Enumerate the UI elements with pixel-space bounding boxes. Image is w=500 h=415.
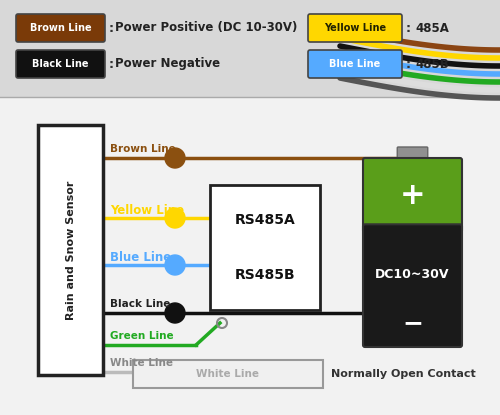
Text: Yellow Line: Yellow Line bbox=[110, 204, 184, 217]
Bar bbox=[0, 0, 500, 97]
Text: DC10~30V: DC10~30V bbox=[375, 268, 450, 281]
Text: :: : bbox=[406, 58, 411, 71]
Text: 485A: 485A bbox=[415, 22, 449, 34]
Text: Green Line: Green Line bbox=[110, 331, 174, 341]
Text: Yellow Line: Yellow Line bbox=[324, 23, 386, 33]
FancyBboxPatch shape bbox=[16, 14, 105, 42]
FancyBboxPatch shape bbox=[363, 158, 462, 232]
Text: :: : bbox=[109, 22, 114, 34]
Circle shape bbox=[165, 148, 185, 168]
Bar bbox=[210, 185, 320, 310]
Bar bbox=[133, 360, 323, 388]
Circle shape bbox=[165, 303, 185, 323]
FancyBboxPatch shape bbox=[308, 14, 402, 42]
Text: Rain and Snow Sensor: Rain and Snow Sensor bbox=[66, 180, 76, 320]
FancyBboxPatch shape bbox=[397, 147, 428, 163]
FancyBboxPatch shape bbox=[16, 50, 105, 78]
Text: RS485B: RS485B bbox=[234, 268, 296, 282]
Text: Blue Line: Blue Line bbox=[330, 59, 380, 69]
Text: White Line: White Line bbox=[110, 358, 173, 368]
Bar bbox=[38, 125, 103, 375]
FancyBboxPatch shape bbox=[363, 224, 462, 347]
Text: Brown Line: Brown Line bbox=[110, 144, 176, 154]
Text: :: : bbox=[109, 58, 114, 71]
Text: RS485A: RS485A bbox=[234, 213, 296, 227]
Text: White Line: White Line bbox=[196, 369, 260, 379]
Text: −: − bbox=[402, 311, 423, 335]
Text: +: + bbox=[400, 181, 425, 210]
Circle shape bbox=[165, 255, 185, 275]
Text: Brown Line: Brown Line bbox=[30, 23, 92, 33]
Text: 485B: 485B bbox=[415, 58, 449, 71]
Text: Power Positive (DC 10-30V): Power Positive (DC 10-30V) bbox=[115, 22, 298, 34]
Circle shape bbox=[165, 208, 185, 228]
Text: Normally Open Contact: Normally Open Contact bbox=[331, 369, 476, 379]
FancyBboxPatch shape bbox=[308, 50, 402, 78]
Text: Power Negative: Power Negative bbox=[115, 58, 220, 71]
Text: Black Line: Black Line bbox=[32, 59, 89, 69]
Text: :: : bbox=[406, 22, 411, 34]
Text: Blue Line: Blue Line bbox=[110, 251, 171, 264]
Text: Black Line: Black Line bbox=[110, 299, 170, 309]
